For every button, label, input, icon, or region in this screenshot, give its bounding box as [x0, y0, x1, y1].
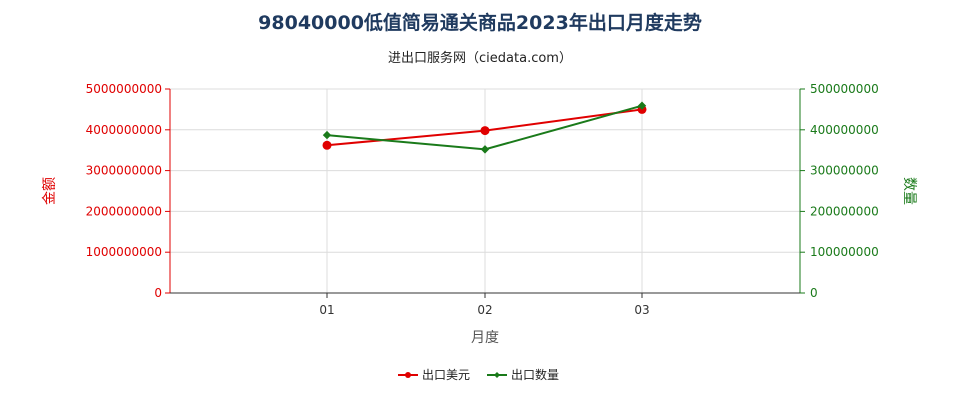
data-point-1-2 — [637, 101, 647, 110]
legend-marker-0 — [405, 372, 411, 378]
y-tick-right: 200000000 — [810, 204, 879, 218]
x-tick-label: 01 — [319, 303, 334, 317]
legend-label-1: 出口数量 — [511, 367, 559, 382]
legend-label-0: 出口美元 — [422, 368, 470, 382]
y-tick-right: 400000000 — [810, 123, 879, 137]
y-tick-left: 4000000000 — [86, 123, 162, 137]
data-point-0-0 — [322, 140, 332, 150]
x-axis-label: 月度 — [471, 330, 499, 346]
axes — [165, 88, 805, 298]
data-point-0-1 — [480, 126, 490, 136]
data-point-1-0 — [322, 130, 332, 140]
series-group — [322, 101, 647, 154]
legend: 出口美元 出口数量 — [398, 367, 559, 382]
y-tick-right: 100000000 — [810, 245, 879, 259]
x-tick-label: 02 — [477, 303, 492, 317]
y-tick-left: 5000000000 — [86, 82, 162, 96]
y-tick-left: 2000000000 — [86, 204, 162, 218]
y-tick-right: 0 — [810, 286, 818, 300]
y-axis-left-label: 金额 — [42, 177, 58, 205]
y-tick-right: 300000000 — [810, 164, 879, 178]
legend-marker-1 — [494, 372, 500, 378]
y-tick-left: 3000000000 — [86, 164, 162, 178]
tick-labels: 0100000000020000000003000000000400000000… — [86, 82, 879, 317]
y-tick-left: 1000000000 — [86, 245, 162, 259]
x-tick-label: 03 — [634, 303, 649, 317]
chart-subtitle: 进出口服务网（ciedata.com） — [388, 50, 572, 66]
chart-title: 98040000低值简易通关商品2023年出口月度走势 — [258, 11, 702, 34]
y-tick-left: 0 — [154, 286, 162, 300]
grid-lines — [170, 88, 800, 293]
y-tick-right: 500000000 — [810, 82, 879, 96]
y-axis-right-label: 数量 — [901, 177, 917, 205]
data-point-1-1 — [480, 145, 490, 154]
